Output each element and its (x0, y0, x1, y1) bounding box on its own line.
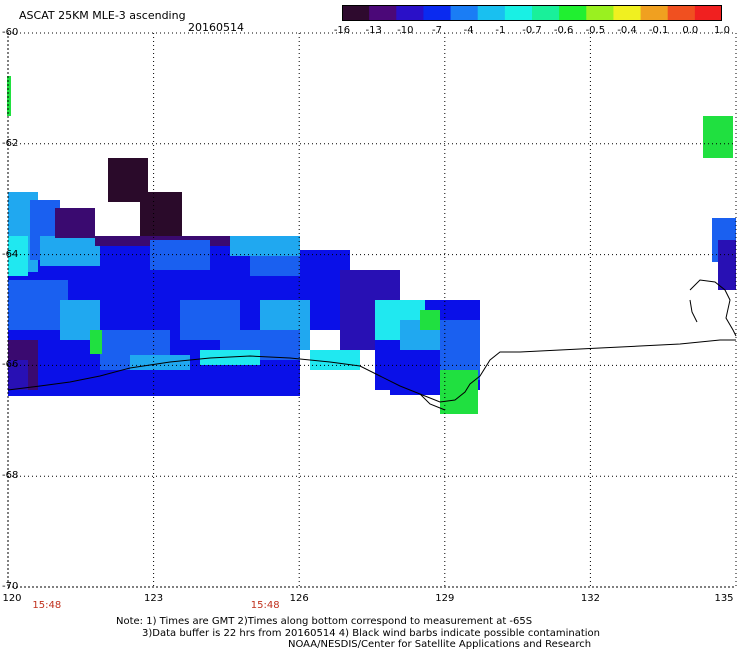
colorbar-label: -0.1 (648, 25, 669, 36)
colorbar-swatch (694, 5, 722, 21)
colorbar-label: -7 (432, 25, 442, 36)
data-cell (40, 236, 100, 266)
lat-label: -60 (2, 27, 19, 38)
data-cell (718, 240, 736, 290)
lat-label: -70 (2, 581, 19, 592)
time-label: 15:48 (250, 600, 280, 611)
coastline (7, 279, 737, 411)
colorbar-label: -10 (397, 25, 414, 36)
colorbar-swatch (667, 5, 696, 21)
lon-label: 135 (714, 593, 734, 604)
lat-label: -68 (2, 470, 19, 482)
colorbar-swatch (586, 5, 614, 21)
map-frame (7, 32, 737, 588)
data-cell (440, 370, 478, 414)
colorbar-swatch (342, 5, 370, 21)
lon-label: 132 (580, 593, 600, 604)
colorbar (342, 5, 722, 21)
data-cell (230, 236, 300, 256)
data-cell (90, 330, 102, 354)
lon-label: 126 (289, 593, 309, 604)
colorbar-label: 0.0 (682, 25, 699, 36)
colorbar-label: -4 (463, 25, 474, 36)
lon-label: 123 (144, 593, 164, 604)
data-cell (8, 236, 28, 276)
colorbar-label: -0.4 (617, 25, 637, 36)
colorbar-label: -13 (365, 25, 382, 36)
colorbar-swatch (532, 5, 560, 21)
colorbar-label: -16 (333, 25, 351, 36)
data-cell (140, 192, 182, 236)
colorbar-label: -0.7 (522, 25, 542, 36)
time-label: 15:48 (32, 600, 62, 611)
data-cell (7, 76, 11, 116)
colorbar-swatch (396, 5, 424, 21)
data-cell (390, 350, 440, 395)
data-cell (250, 256, 300, 276)
product-date: 20160514 (188, 21, 244, 34)
note-line-2: 3)Data buffer is 22 hrs from 20160514 4)… (142, 628, 600, 639)
data-cell (420, 310, 440, 330)
colorbar-swatch (369, 5, 397, 21)
colorbar-swatch (613, 5, 642, 21)
colorbar-swatch (477, 5, 506, 21)
data-cell (703, 116, 733, 158)
colorbar-swatch (450, 5, 479, 21)
colorbar-label: -1 (495, 25, 506, 36)
colorbar-swatch (559, 5, 587, 21)
note-line-3: NOAA/NESDIS/Center for Satellite Applica… (288, 639, 592, 650)
colorbar-swatch (640, 5, 669, 21)
lon-label: 129 (435, 593, 455, 604)
data-cell (8, 360, 28, 390)
data-cell (310, 350, 360, 370)
lat-label: -66 (2, 359, 19, 371)
colorbar-swatch (423, 5, 452, 21)
data-cell (8, 280, 68, 330)
colorbar-swatch (504, 5, 533, 21)
lon-label: 120 (2, 593, 22, 604)
note-line-1: Note: 1) Times are GMT 2)Times along bot… (116, 616, 533, 627)
lat-label: -64 (2, 248, 19, 260)
data-cell (130, 355, 190, 370)
data-cell (55, 208, 95, 238)
product-title: ASCAT 25KM MLE-3 ascending (19, 9, 186, 22)
colorbar-label: -0.6 (553, 25, 574, 36)
colorbar-label: 1.0 (714, 25, 730, 36)
colorbar-label: -0.5 (585, 25, 606, 36)
lat-label: -62 (2, 137, 19, 149)
